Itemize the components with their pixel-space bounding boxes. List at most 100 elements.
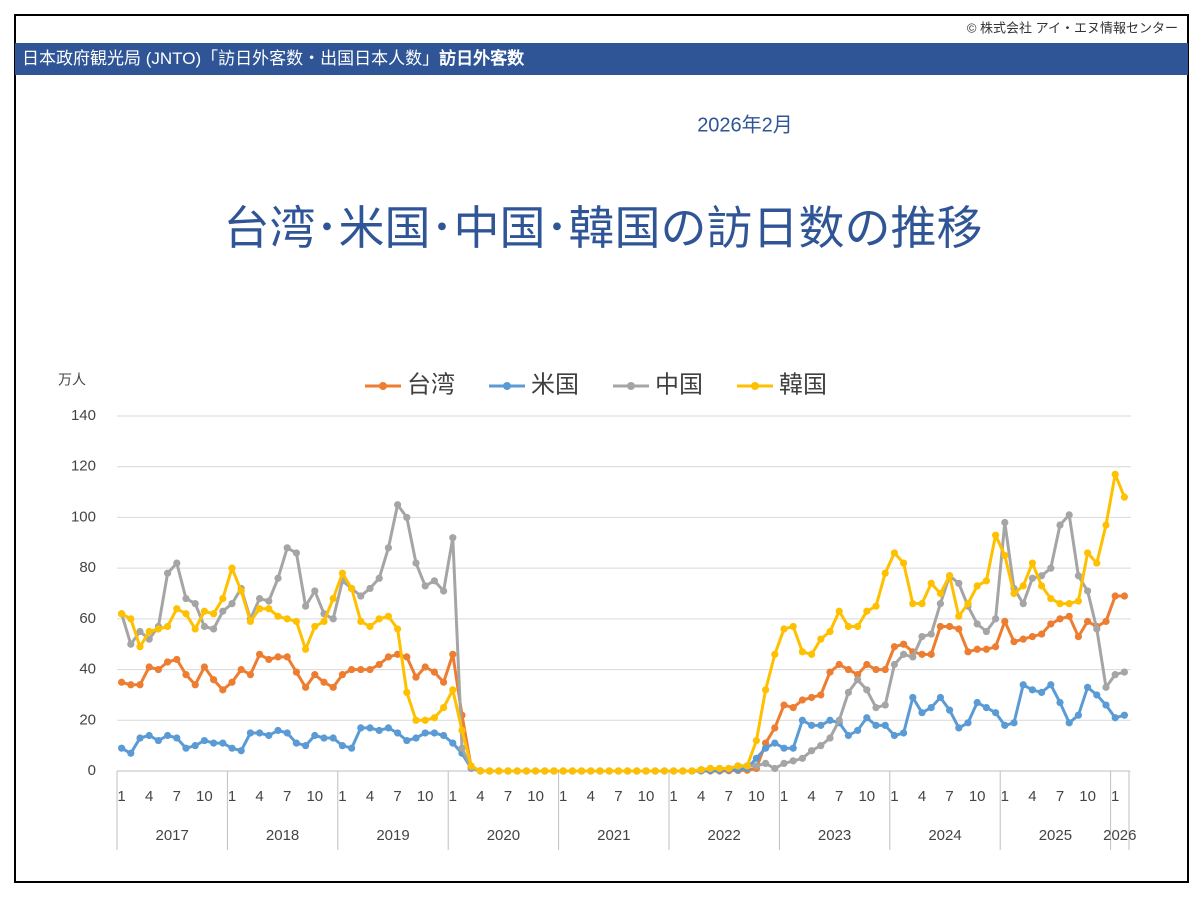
data-point <box>1028 633 1036 641</box>
data-point <box>854 726 862 735</box>
data-point <box>430 714 438 722</box>
data-point <box>522 767 531 775</box>
data-point <box>375 660 383 669</box>
data-point <box>154 665 162 674</box>
data-point <box>504 767 512 775</box>
data-point <box>476 767 484 775</box>
data-point <box>145 731 153 740</box>
x-tick-label: 1 <box>890 788 898 805</box>
data-point <box>311 622 319 631</box>
data-point <box>449 686 457 694</box>
data-point <box>817 691 825 699</box>
data-point <box>430 577 438 585</box>
data-point <box>440 587 448 595</box>
data-point <box>375 726 383 735</box>
data-point <box>1102 701 1110 709</box>
data-point <box>872 721 880 729</box>
data-point <box>403 736 411 745</box>
data-point <box>292 668 300 676</box>
data-point <box>449 650 457 658</box>
data-point <box>237 587 245 595</box>
data-point <box>145 627 153 636</box>
data-point <box>440 704 448 712</box>
data-point <box>338 569 346 577</box>
data-point <box>982 645 991 653</box>
data-point <box>329 734 337 742</box>
data-point <box>154 625 162 633</box>
data-point <box>927 704 935 712</box>
data-point <box>366 724 374 732</box>
data-point <box>1028 559 1036 567</box>
data-point <box>210 625 218 633</box>
data-point <box>302 683 310 691</box>
data-point <box>394 729 402 737</box>
data-point <box>1074 633 1082 641</box>
data-point <box>246 729 254 737</box>
data-point <box>881 701 889 709</box>
data-point <box>752 736 761 745</box>
data-point <box>872 704 880 712</box>
data-point <box>1019 635 1027 643</box>
data-point <box>605 767 613 775</box>
data-point <box>320 678 328 686</box>
data-point <box>909 600 917 608</box>
data-point <box>1120 592 1128 600</box>
data-point <box>182 671 190 679</box>
data-point <box>936 693 945 702</box>
data-point <box>1010 638 1018 646</box>
data-point <box>486 767 494 775</box>
data-point <box>1093 691 1101 699</box>
data-point <box>127 681 135 689</box>
data-point <box>909 693 917 702</box>
data-point <box>154 736 162 745</box>
year-label: 2024 <box>928 827 961 844</box>
data-point <box>780 625 788 633</box>
year-label: 2018 <box>266 827 299 844</box>
data-point <box>1010 589 1018 598</box>
data-point <box>697 766 705 774</box>
data-point <box>762 744 770 752</box>
legend-label: 米国 <box>531 371 579 398</box>
data-point <box>430 729 438 737</box>
data-point <box>900 650 908 658</box>
data-point <box>210 610 218 618</box>
data-point <box>946 622 954 631</box>
data-point <box>826 627 834 636</box>
data-point <box>844 688 853 696</box>
data-point <box>936 600 945 608</box>
data-point <box>642 767 650 775</box>
data-point <box>762 759 770 767</box>
data-point <box>817 721 825 729</box>
data-point <box>927 579 935 587</box>
x-tick-label: 1 <box>669 788 677 805</box>
data-point <box>890 643 899 651</box>
x-tick-label: 7 <box>725 788 733 805</box>
data-point <box>173 605 181 613</box>
data-point <box>844 731 853 740</box>
data-point <box>467 762 475 770</box>
data-point <box>872 602 880 610</box>
data-point <box>1001 518 1009 527</box>
x-tick-label: 4 <box>1028 788 1036 805</box>
data-point <box>265 597 273 605</box>
data-point <box>854 676 862 684</box>
data-point <box>688 767 696 775</box>
data-point <box>1093 559 1101 567</box>
data-point <box>670 767 678 775</box>
data-point <box>228 678 236 686</box>
data-point <box>412 734 420 742</box>
data-point <box>302 742 310 750</box>
data-point <box>200 622 208 631</box>
data-point <box>237 665 245 674</box>
x-tick-label: 7 <box>1056 788 1064 805</box>
data-point <box>348 584 356 593</box>
data-point <box>302 645 310 653</box>
data-point <box>716 764 724 773</box>
data-point <box>246 671 254 679</box>
data-point <box>283 544 291 552</box>
data-point <box>274 726 282 735</box>
data-point <box>366 665 374 674</box>
data-point <box>118 610 126 618</box>
data-point <box>136 643 144 651</box>
data-point <box>421 729 429 737</box>
